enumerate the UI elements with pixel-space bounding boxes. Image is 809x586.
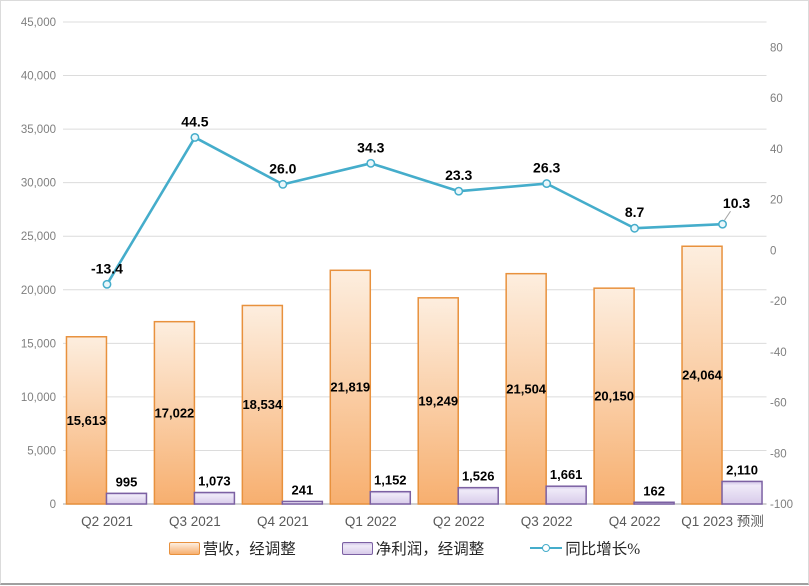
growth-point-label: 26.3 [533, 160, 560, 176]
growth-line-marker[interactable] [718, 219, 727, 229]
growth-line-marker[interactable] [190, 132, 200, 142]
legend-item-growth[interactable]: 同比增长% [530, 537, 640, 559]
legend-label-growth: 同比增长% [565, 541, 641, 558]
right-axis-tick-label: 40 [770, 144, 783, 156]
growth-point-label: 8.7 [625, 204, 645, 220]
revenue-bar-label: 17,022 [155, 405, 195, 420]
revenue-bar-label: 20,150 [594, 389, 634, 404]
category-label: Q1 2022 [345, 514, 397, 529]
revenue-bar[interactable] [241, 304, 284, 505]
category-label: Q2 2022 [433, 514, 485, 529]
right-axis-tick-label: -80 [770, 448, 787, 460]
profit-bar-label: 241 [291, 482, 313, 497]
profit-bar[interactable] [633, 501, 675, 505]
right-axis-tick-label: 0 [770, 245, 776, 257]
profit-bar-label: 2,110 [726, 462, 758, 477]
profit-bar-label: 1,073 [198, 474, 231, 489]
profit-bar[interactable] [369, 490, 412, 505]
left-axis-tick-label: 40,000 [21, 71, 56, 83]
category-label: Q3 2022 [521, 514, 573, 529]
profit-bar-label: 162 [643, 483, 665, 498]
growth-line-marker[interactable] [102, 279, 112, 289]
revenue-bar[interactable] [153, 320, 196, 505]
left-axis-tick-label: 30,000 [21, 178, 56, 190]
revenue-bar-label: 21,504 [506, 381, 547, 396]
left-axis-tick-label: 15,000 [21, 338, 56, 350]
label-leader-line [724, 210, 731, 221]
profit-bar-label: 995 [116, 474, 138, 489]
right-axis-tick-label: 80 [770, 42, 783, 54]
profit-bar-label: 1,152 [374, 473, 407, 488]
growth-point-label: 23.3 [445, 167, 472, 183]
revenue-bar-label: 24,064 [682, 368, 723, 383]
growth-line-marker[interactable] [630, 223, 640, 233]
profit-bar[interactable] [105, 492, 148, 505]
legend-label-revenue: 营收，经调整 [202, 541, 296, 558]
revenue-bar-label: 15,613 [67, 413, 107, 428]
revenue-bar-label: 18,534 [242, 397, 283, 412]
profit-bar-label: 1,526 [462, 469, 495, 484]
profit-bar[interactable] [721, 480, 763, 505]
growth-point-label: 10.3 [723, 195, 750, 211]
right-axis-tick-label: 20 [770, 195, 783, 207]
left-axis-tick-label: 25,000 [21, 231, 56, 243]
right-axis-tick-label: 60 [770, 93, 783, 105]
profit-bar[interactable] [457, 486, 499, 505]
left-axis-tick-label: 5,000 [27, 445, 56, 457]
category-label: Q1 2023 预测 [681, 514, 764, 529]
chart-legend: 营收，经调整 净利润，经调整 同比增长% [1, 537, 808, 559]
left-axis-tick-label: 10,000 [21, 392, 56, 404]
revenue-bar[interactable] [65, 336, 108, 505]
revenue-bar[interactable] [329, 269, 372, 505]
growth-line-marker[interactable] [454, 186, 464, 196]
right-axis-tick-label: -20 [770, 296, 787, 308]
growth-point-label: 26.0 [269, 160, 296, 176]
left-axis-tick-label: 45,000 [21, 17, 56, 29]
profit-bar[interactable] [545, 485, 587, 505]
revenue-bar[interactable] [593, 287, 635, 505]
growth-line-swatch-icon [530, 544, 563, 553]
profit-bar[interactable] [281, 500, 324, 505]
category-label: Q4 2021 [257, 514, 309, 529]
left-axis-tick-label: 20,000 [21, 285, 56, 297]
category-label: Q2 2021 [81, 514, 133, 529]
revenue-swatch-icon [168, 541, 200, 555]
legend-item-revenue[interactable]: 营收，经调整 [168, 537, 296, 559]
legend-label-profit: 净利润，经调整 [375, 541, 485, 558]
legend-item-profit[interactable]: 净利润，经调整 [341, 537, 485, 559]
profit-bar-label: 1,661 [550, 467, 583, 482]
revenue-bar[interactable] [505, 272, 547, 505]
growth-line-marker[interactable] [366, 158, 376, 168]
right-axis-tick-label: -40 [770, 347, 787, 359]
growth-line-marker[interactable] [542, 179, 552, 189]
revenue-bar-label: 19,249 [418, 393, 458, 408]
growth-point-label: 44.5 [181, 113, 208, 129]
category-label: Q3 2021 [169, 514, 221, 529]
category-label: Q4 2022 [609, 514, 661, 529]
growth-line[interactable] [105, 136, 723, 285]
growth-point-label: 34.3 [357, 139, 384, 155]
revenue-bar[interactable] [417, 297, 459, 505]
growth-line-marker[interactable] [278, 179, 288, 189]
profit-bar[interactable] [193, 491, 236, 505]
right-axis-tick-label: -60 [770, 398, 787, 410]
profit-swatch-icon [341, 541, 373, 555]
growth-point-label: -13.4 [91, 260, 123, 276]
right-axis-tick-label: -100 [770, 499, 793, 511]
revenue-bar-label: 21,819 [330, 380, 370, 395]
revenue-bar[interactable] [681, 245, 723, 505]
left-axis-tick-label: 35,000 [21, 124, 56, 136]
left-axis-tick-label: 0 [50, 499, 56, 511]
